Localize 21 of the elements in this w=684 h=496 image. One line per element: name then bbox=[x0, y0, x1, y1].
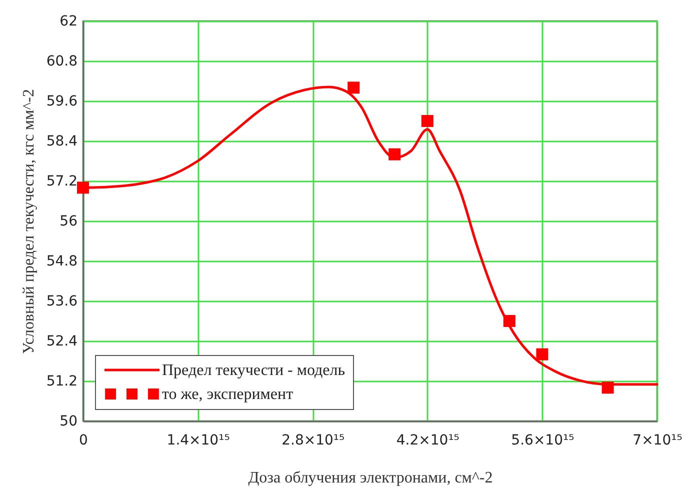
x-tick-label: 1.4×10¹⁵ bbox=[166, 432, 230, 448]
y-tick-label: 51.2 bbox=[46, 374, 78, 390]
x-axis-title: Доза облучения электронами, см^-2 bbox=[248, 470, 493, 486]
y-tick-label: 60.8 bbox=[46, 54, 78, 70]
x-tick-label: 7×10¹⁵ bbox=[632, 432, 682, 448]
y-axis-title: Условный предел текучести, кгс мм^-2 bbox=[20, 89, 38, 354]
y-tick-label: 62 bbox=[60, 14, 78, 30]
x-tick-label: 4.2×10¹⁵ bbox=[396, 432, 460, 448]
legend-label: то же, эксперимент bbox=[162, 386, 294, 403]
x-tick-label: 0 bbox=[79, 432, 88, 448]
y-tick-label: 50 bbox=[60, 414, 78, 430]
y-tick-label: 54.8 bbox=[46, 254, 78, 270]
x-tick-label: 5.6×10¹⁵ bbox=[511, 432, 574, 448]
y-tick-label: 53.6 bbox=[46, 294, 78, 310]
y-tick-label: 59.6 bbox=[46, 94, 78, 110]
y-tick-label: 56 bbox=[60, 214, 78, 230]
y-tick-label: 52.4 bbox=[46, 334, 78, 350]
x-tick-label: 2.8×10¹⁵ bbox=[282, 432, 345, 448]
y-tick-label: 57.2 bbox=[46, 174, 78, 190]
legend-label: Предел текучести - модель bbox=[162, 362, 346, 379]
y-tick-label: 58.4 bbox=[46, 134, 78, 150]
